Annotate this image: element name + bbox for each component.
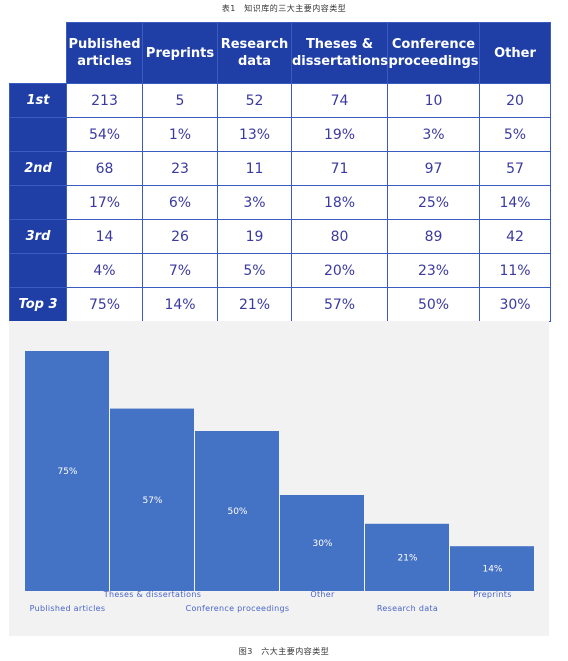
table-cell: 14 [66, 219, 143, 254]
bar-value-label: 75% [57, 467, 77, 477]
table-corner-cell [9, 22, 67, 84]
table-cell: 89 [387, 219, 480, 254]
table-cell: 20% [291, 253, 388, 288]
row-header [9, 253, 67, 288]
table-cell: 80 [291, 219, 388, 254]
table-cell: 30% [479, 287, 551, 322]
table-cell: 4% [66, 253, 143, 288]
table-cell: 10 [387, 83, 480, 118]
table-cell: 75% [66, 287, 143, 322]
table-cell: 19% [291, 117, 388, 152]
table-cell: 52 [217, 83, 292, 118]
column-header: Research data [217, 22, 292, 84]
column-header: Published articles [66, 22, 143, 84]
table-caption: 表1 知识库的三大主要内容类型 [221, 4, 347, 13]
row-header: 3rd [9, 219, 67, 254]
category-label: Published articles [30, 604, 106, 613]
chart-bar [365, 523, 449, 591]
table-cell: 57% [291, 287, 388, 322]
table-cell: 19 [217, 219, 292, 254]
table-row: 1st 213 5 52 74 10 20 [9, 83, 551, 118]
table-cell: 6% [142, 185, 218, 220]
table-cell: 14% [142, 287, 218, 322]
table-cell: 13% [217, 117, 292, 152]
table-cell: 42 [479, 219, 551, 254]
row-header [9, 185, 67, 220]
chart-bar [195, 431, 279, 591]
table-cell: 3% [387, 117, 480, 152]
bar-value-label: 21% [397, 553, 417, 563]
table-row: 2nd 68 23 11 71 97 57 [9, 151, 551, 186]
table-row: 54% 1% 13% 19% 3% 5% [9, 117, 551, 152]
table-row: Top 3 75% 14% 21% 57% 50% 30% [9, 287, 551, 322]
table-header-row: Published articles Preprints Research da… [9, 22, 551, 84]
row-header: Top 3 [9, 287, 67, 322]
bar-value-label: 57% [142, 496, 162, 506]
table-cell: 14% [479, 185, 551, 220]
column-header: Preprints [142, 22, 218, 84]
table-cell: 20 [479, 83, 551, 118]
table-cell: 50% [387, 287, 480, 322]
table-cell: 1% [142, 117, 218, 152]
chart-bar [110, 408, 194, 591]
table-cell: 11 [217, 151, 292, 186]
table-cell: 57 [479, 151, 551, 186]
column-header: Other [479, 22, 551, 84]
table-row: 17% 6% 3% 18% 25% 14% [9, 185, 551, 220]
table-cell: 23 [142, 151, 218, 186]
content-types-chart: 75% Published articles 57% Theses & dissert… [25, 351, 534, 613]
category-label: Other [310, 590, 335, 599]
column-header: Conference proceedings [387, 22, 480, 84]
bar-value-label: 30% [312, 539, 332, 549]
table-cell: 71 [291, 151, 388, 186]
column-header: Theses & dissertations [291, 22, 388, 84]
table-cell: 3% [217, 185, 292, 220]
category-label: Conference proceedings [186, 604, 290, 613]
table-row: 3rd 14 26 19 80 89 42 [9, 219, 551, 254]
table-cell: 5 [142, 83, 218, 118]
bar-value-label: 50% [227, 507, 247, 517]
chart-bar [450, 546, 534, 591]
chart-bar [25, 351, 109, 591]
table-cell: 7% [142, 253, 218, 288]
table-cell: 17% [66, 185, 143, 220]
category-label: Theses & dissertations [103, 590, 201, 599]
content-types-table: Published articles Preprints Research da… [9, 22, 551, 322]
table-cell: 23% [387, 253, 480, 288]
table-cell: 25% [387, 185, 480, 220]
table-cell: 21% [217, 287, 292, 322]
table-cell: 5% [479, 117, 551, 152]
chart-bar [280, 495, 364, 591]
table-cell: 11% [479, 253, 551, 288]
table-cell: 74 [291, 83, 388, 118]
bar-value-label: 14% [482, 565, 502, 575]
category-label: Research data [377, 604, 438, 613]
category-label: Preprints [473, 590, 511, 599]
table-cell: 26 [142, 219, 218, 254]
figure-caption: 图3 六大主要内容类型 [238, 647, 330, 656]
table-cell: 68 [66, 151, 143, 186]
table-cell: 54% [66, 117, 143, 152]
table-cell: 18% [291, 185, 388, 220]
chart-panel: 75% Published articles 57% Theses & dissert… [9, 321, 549, 636]
table-cell: 213 [66, 83, 143, 118]
table-cell: 97 [387, 151, 480, 186]
row-header [9, 117, 67, 152]
row-header: 2nd [9, 151, 67, 186]
table-row: 4% 7% 5% 20% 23% 11% [9, 253, 551, 288]
table-cell: 5% [217, 253, 292, 288]
row-header: 1st [9, 83, 67, 118]
